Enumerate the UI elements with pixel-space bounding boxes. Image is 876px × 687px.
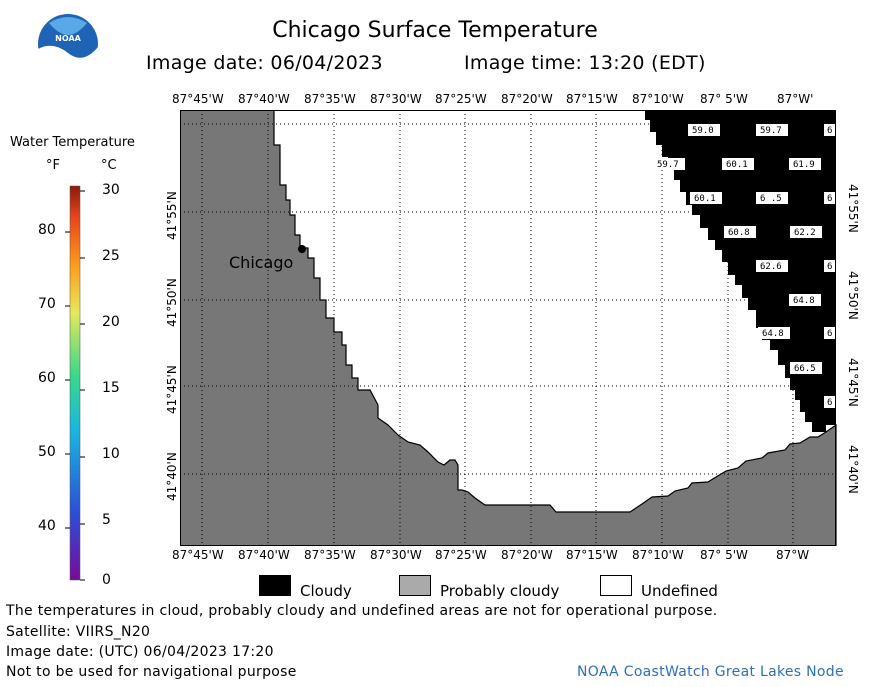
sst-label: 6 <box>827 126 832 136</box>
lon-label-bottom: 87°35'W <box>304 548 356 562</box>
noaa-logo: NOAA <box>38 14 98 75</box>
sst-label-group: 59.0 59.7 6 59.7 60.1 61.9 60.1 6 .5 6 6… <box>655 124 836 408</box>
sst-label: 66.5 <box>794 364 816 374</box>
f-tick: 40 <box>38 518 56 534</box>
c-tick: 10 <box>102 446 120 462</box>
disclaimer-text: The temperatures in cloud, probably clou… <box>6 603 718 619</box>
sst-label: 6 .5 <box>760 194 782 204</box>
lon-label-bottom: 87°40'W <box>238 548 290 562</box>
utc-date-text: Image date: (UTC) 06/04/2023 17:20 <box>6 644 274 660</box>
satellite-text: Satellite: VIIRS_N20 <box>6 624 151 640</box>
sst-label: 6 <box>827 329 832 339</box>
unit-fahrenheit: °F <box>46 158 60 173</box>
image-time: Image time: 13:20 (EDT) <box>464 52 706 74</box>
lon-label-bottom: 87°20'W <box>501 548 553 562</box>
lon-label-bottom: 87°25'W <box>435 548 487 562</box>
c-tick: 0 <box>102 572 111 588</box>
colorbar <box>65 185 85 581</box>
sst-label: 64.8 <box>793 296 815 306</box>
lon-label-top: 87°15'W <box>566 92 618 106</box>
lon-label-bottom: 87°45'W <box>172 548 224 562</box>
lat-label-right: 41°45'N <box>846 358 860 407</box>
lon-label-top: 87°10'W <box>632 92 684 106</box>
lat-label-left: 41°50'N <box>165 278 179 327</box>
sst-label: 61.9 <box>793 160 815 170</box>
lat-label-left: 41°40'N <box>165 452 179 501</box>
c-tick: 20 <box>102 314 120 330</box>
map: 59.0 59.7 6 59.7 60.1 61.9 60.1 6 .5 6 6… <box>180 110 837 546</box>
lon-label-top: 87°20'W <box>501 92 553 106</box>
map-frame <box>180 110 836 546</box>
sst-label: 59.0 <box>692 126 714 136</box>
sst-label: 62.2 <box>794 228 816 238</box>
sst-label: 60.1 <box>694 194 716 204</box>
c-tick: 15 <box>102 380 120 396</box>
sst-label: 64.8 <box>762 329 784 339</box>
legend-label-probably-cloudy: Probably cloudy <box>440 582 560 600</box>
sst-label: 59.7 <box>760 126 782 136</box>
legend-swatch-undefined <box>600 575 632 596</box>
lon-label-top: 87°30'W <box>370 92 422 106</box>
lat-label-right: 41°55'N <box>846 184 860 233</box>
page-title: Chicago Surface Temperature <box>272 18 598 43</box>
legend-label-cloudy: Cloudy <box>300 582 352 600</box>
lat-label-right: 41°40'N <box>846 445 860 494</box>
lon-label-bottom: 87° 5'W <box>700 548 748 562</box>
chicago-marker <box>298 245 306 253</box>
c-tick: 5 <box>102 512 111 528</box>
lon-label-bottom: 87°W <box>776 548 810 562</box>
sst-label: 6 <box>827 194 832 204</box>
sst-label: 59.7 <box>657 160 679 170</box>
lon-label-top: 87°45'W <box>172 92 224 106</box>
sst-label: 62.6 <box>760 262 782 272</box>
logo-text: NOAA <box>55 34 81 43</box>
lon-label-top: 87°35'W <box>304 92 356 106</box>
legend-label-undefined: Undefined <box>641 582 718 600</box>
legend-swatch-probably-cloudy <box>399 575 431 596</box>
c-tick: 25 <box>102 248 120 264</box>
legend-swatch-cloudy <box>259 575 291 596</box>
lon-label-top: 87°25'W <box>435 92 487 106</box>
navigation-warning: Not to be used for navigational purpose <box>6 664 297 680</box>
lat-label-left: 41°55'N <box>165 191 179 240</box>
credit-text: NOAA CoastWatch Great Lakes Node <box>577 664 844 680</box>
city-label: Chicago <box>229 253 294 272</box>
lon-label-top: 87° 5'W <box>700 92 748 106</box>
lon-label-bottom: 87°30'W <box>370 548 422 562</box>
sst-label: 60.1 <box>726 160 748 170</box>
colorbar-title: Water Temperature <box>10 135 135 150</box>
f-tick: 60 <box>38 370 56 386</box>
lat-label-left: 41°45'N <box>165 365 179 414</box>
cloud-area <box>645 110 836 432</box>
f-tick: 80 <box>38 222 56 238</box>
c-tick: 30 <box>102 182 120 198</box>
f-tick: 70 <box>38 296 56 312</box>
f-tick: 50 <box>38 444 56 460</box>
sst-label: 6 <box>827 262 832 272</box>
sst-label: 60.8 <box>728 228 750 238</box>
lon-label-top: 87°40'W <box>238 92 290 106</box>
lon-label-bottom: 87°15'W <box>566 548 618 562</box>
sst-label: 6 <box>827 398 832 408</box>
lon-label-top: 87°W' <box>777 92 814 106</box>
lat-label-right: 41°50'N <box>846 271 860 320</box>
unit-celsius: °C <box>101 158 117 173</box>
graticule <box>180 110 836 546</box>
lon-label-bottom: 87°10'W <box>632 548 684 562</box>
image-date: Image date: 06/04/2023 <box>146 52 383 74</box>
